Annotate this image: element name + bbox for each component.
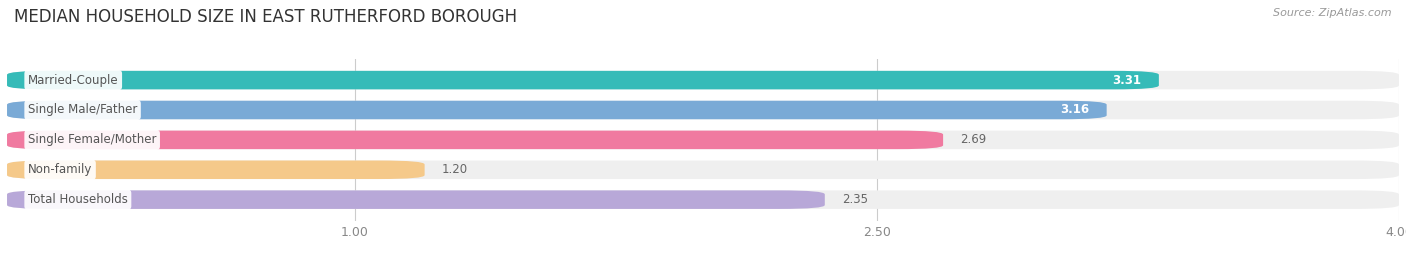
FancyBboxPatch shape: [7, 101, 1399, 119]
Text: Married-Couple: Married-Couple: [28, 74, 118, 87]
Text: Total Households: Total Households: [28, 193, 128, 206]
FancyBboxPatch shape: [7, 190, 1399, 209]
Text: Non-family: Non-family: [28, 163, 93, 176]
FancyBboxPatch shape: [7, 131, 943, 149]
FancyBboxPatch shape: [7, 71, 1399, 89]
Text: MEDIAN HOUSEHOLD SIZE IN EAST RUTHERFORD BOROUGH: MEDIAN HOUSEHOLD SIZE IN EAST RUTHERFORD…: [14, 8, 517, 26]
Text: Single Female/Mother: Single Female/Mother: [28, 133, 156, 146]
FancyBboxPatch shape: [7, 131, 1399, 149]
FancyBboxPatch shape: [7, 101, 1107, 119]
Text: 2.35: 2.35: [842, 193, 868, 206]
Text: 3.16: 3.16: [1060, 104, 1090, 116]
Text: 3.31: 3.31: [1112, 74, 1142, 87]
FancyBboxPatch shape: [7, 161, 1399, 179]
Text: Single Male/Father: Single Male/Father: [28, 104, 138, 116]
Text: 2.69: 2.69: [960, 133, 987, 146]
FancyBboxPatch shape: [7, 161, 425, 179]
Text: Source: ZipAtlas.com: Source: ZipAtlas.com: [1274, 8, 1392, 18]
Text: 1.20: 1.20: [441, 163, 468, 176]
FancyBboxPatch shape: [7, 190, 825, 209]
FancyBboxPatch shape: [7, 71, 1159, 89]
